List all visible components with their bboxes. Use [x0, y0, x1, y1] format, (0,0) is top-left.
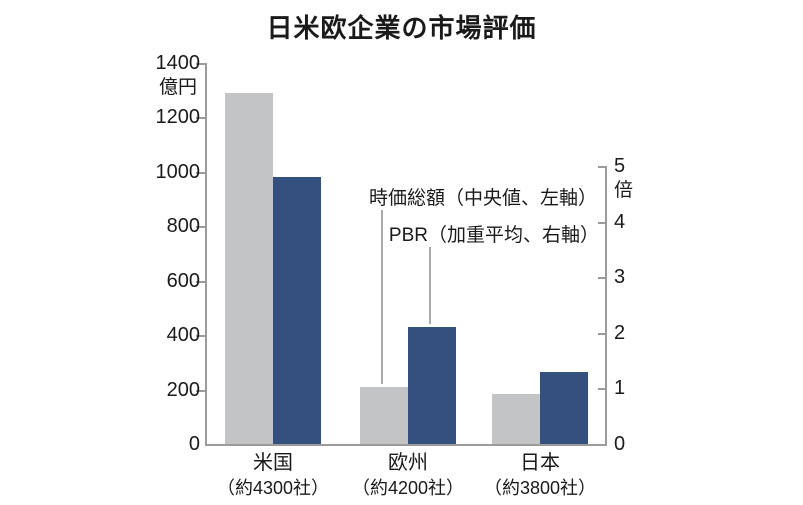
left-axis-tick-1400	[196, 63, 205, 65]
category-label-us-name: 米国	[253, 452, 293, 474]
category-label-europe: 欧州 （約4200社）	[328, 451, 488, 500]
category-label-europe-count: （約4200社）	[351, 478, 465, 498]
left-axis-tick-label-0: 0	[188, 433, 200, 455]
legend-label-market-cap: 時価総額（中央値、左軸）	[368, 188, 597, 209]
right-axis-tick-label-4: 4	[614, 211, 626, 233]
bar-us-market-cap	[225, 93, 273, 444]
bar-europe-pbr	[408, 327, 456, 444]
right-axis-tick-label-2: 2	[614, 322, 626, 344]
category-label-us: 米国 （約4300社）	[193, 451, 353, 500]
category-label-us-count: （約4300社）	[216, 478, 330, 498]
bar-europe-market-cap	[360, 387, 408, 444]
left-axis-tick-label-600: 600	[166, 270, 200, 292]
right-axis-tick-3	[598, 277, 607, 279]
left-axis-tick-label-200: 200	[166, 379, 200, 401]
left-axis-line	[205, 63, 207, 444]
bar-japan-market-cap	[492, 394, 540, 444]
leader-line-market-cap	[381, 210, 383, 384]
category-label-japan-count: （約3800社）	[483, 478, 597, 498]
left-axis-tick-600	[196, 281, 205, 283]
leader-line-pbr	[429, 247, 431, 324]
x-axis-baseline	[205, 444, 607, 446]
right-axis-line	[605, 166, 607, 444]
category-label-europe-name: 欧州	[388, 452, 428, 474]
legend-label-pbr: PBR（加重平均、右軸）	[388, 225, 599, 246]
left-axis-tick-800	[196, 226, 205, 228]
left-axis-tick-1000	[196, 172, 205, 174]
left-axis-tick-label-1200: 1200	[155, 106, 201, 128]
right-axis-unit-label: 倍	[614, 180, 634, 201]
right-axis-tick-5	[598, 166, 607, 168]
right-axis-tick-label-5: 5	[614, 155, 626, 177]
right-axis-tick-label-0: 0	[614, 433, 626, 455]
right-axis-tick-4	[598, 222, 607, 224]
right-axis-tick-1	[598, 388, 607, 390]
left-axis-tick-1200	[196, 117, 205, 119]
left-axis-tick-label-400: 400	[166, 324, 200, 346]
bar-japan-pbr	[540, 372, 588, 444]
left-axis-tick-400	[196, 335, 205, 337]
right-axis-tick-label-1: 1	[614, 377, 626, 399]
left-axis-tick-label-800: 800	[166, 215, 200, 237]
category-label-japan-name: 日本	[520, 452, 560, 474]
right-axis-tick-2	[598, 333, 607, 335]
left-axis-unit-label: 億円	[158, 77, 197, 98]
left-axis-tick-label-1000: 1000	[155, 161, 201, 183]
left-axis-tick-label-1400: 1400	[155, 52, 201, 74]
category-label-japan: 日本 （約3800社）	[460, 451, 620, 500]
left-axis-tick-200	[196, 390, 205, 392]
right-axis-tick-label-3: 3	[614, 266, 626, 288]
chart-title: 日米欧企業の市場評価	[266, 13, 537, 43]
bar-us-pbr	[273, 177, 321, 444]
